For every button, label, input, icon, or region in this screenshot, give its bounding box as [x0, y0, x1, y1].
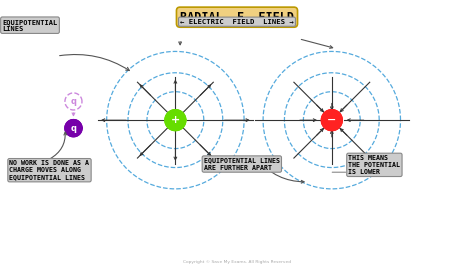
Text: Copyright © Save My Exams. All Rights Reserved: Copyright © Save My Exams. All Rights Re…	[183, 260, 291, 264]
Polygon shape	[321, 110, 342, 131]
Text: THIS MEANS
THE POTENTIAL
IS LOWER: THIS MEANS THE POTENTIAL IS LOWER	[348, 155, 401, 175]
Polygon shape	[165, 110, 186, 131]
Text: −: −	[327, 115, 337, 125]
Text: +: +	[171, 115, 180, 125]
Text: NO WORK IS DONE AS A
CHARGE MOVES ALONG
EQUIPOTENTIAL LINES: NO WORK IS DONE AS A CHARGE MOVES ALONG …	[9, 160, 90, 180]
Text: RADIAL  E  FIELD: RADIAL E FIELD	[180, 11, 294, 24]
Text: EQUIPOTENTIAL
LINES: EQUIPOTENTIAL LINES	[2, 19, 58, 32]
Polygon shape	[65, 120, 82, 137]
Text: q: q	[71, 124, 76, 133]
Text: ← ELECTRIC  FIELD  LINES →: ← ELECTRIC FIELD LINES →	[180, 19, 294, 25]
Text: EQUIPOTENTIAL LINES
ARE FURTHER APART: EQUIPOTENTIAL LINES ARE FURTHER APART	[204, 158, 280, 171]
Text: q: q	[71, 97, 76, 106]
